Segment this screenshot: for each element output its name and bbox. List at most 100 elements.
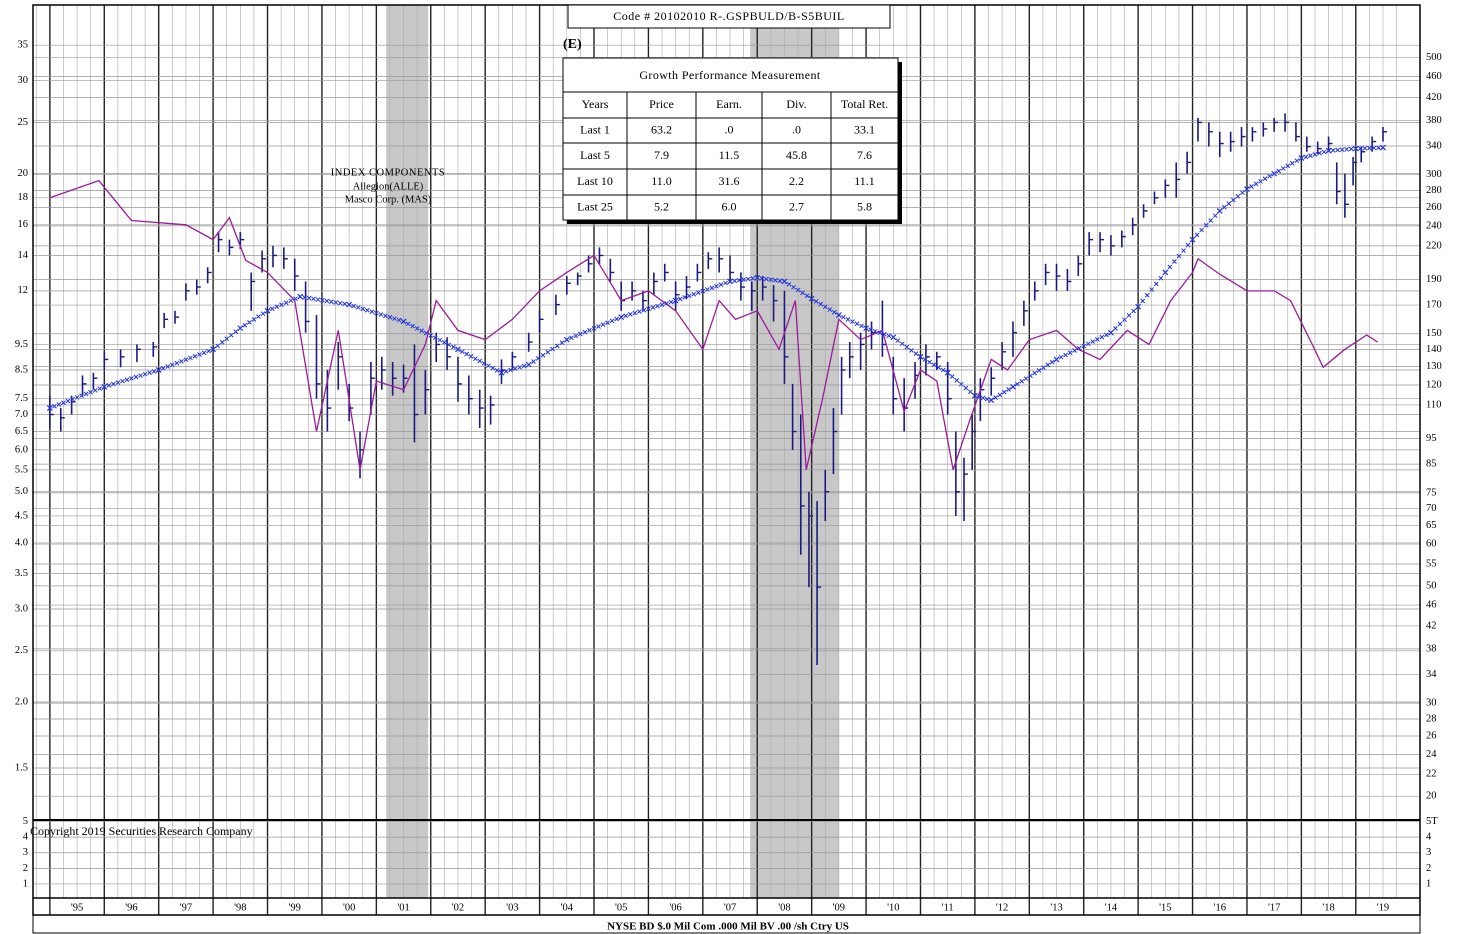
moving-average-trace (1199, 227, 1204, 233)
moving-average-trace (306, 295, 312, 301)
moving-average-trace (872, 328, 878, 334)
x-tick-label: '07 (724, 902, 736, 913)
moving-average-point (1352, 145, 1359, 152)
x-tick-label: '08 (778, 902, 790, 913)
table-cell: 63.2 (651, 122, 672, 136)
moving-average-point (1216, 207, 1223, 214)
moving-average-trace (151, 369, 157, 374)
moving-average-trace (718, 282, 724, 288)
y-tick-label: 25 (18, 117, 29, 128)
table-cell: Last 10 (577, 174, 613, 188)
moving-average-trace (881, 331, 887, 337)
moving-average-trace (1317, 150, 1322, 156)
y2-tick-label: 85 (1426, 459, 1437, 470)
moving-average-point (1189, 236, 1196, 243)
moving-average-trace (1371, 145, 1377, 151)
moving-average-trace (1185, 242, 1191, 248)
moving-average-trace (494, 367, 500, 373)
y2-tick-label: 110 (1426, 399, 1441, 410)
moving-average-point (1162, 269, 1169, 276)
moving-average-trace (311, 296, 316, 302)
y2-tick-label: 460 (1426, 71, 1442, 82)
table-cell: .0 (725, 122, 734, 136)
moving-average-trace (1006, 387, 1011, 392)
x-tick-label: '13 (1050, 902, 1062, 913)
moving-average-trace (605, 320, 610, 326)
y2-tick-label: 220 (1426, 240, 1442, 251)
moving-average-trace (414, 326, 420, 331)
table-cell: 31.6 (719, 174, 740, 188)
lower-y-tick-label: 3 (23, 847, 28, 858)
table-cell: .0 (792, 122, 801, 136)
moving-average-point (754, 274, 761, 281)
table-header: Total Ret. (841, 97, 888, 111)
moving-average-trace (1335, 147, 1341, 153)
moving-average-point (525, 361, 532, 368)
y2-tick-label: 20 (1426, 791, 1437, 802)
moving-average-point (237, 325, 244, 332)
moving-average-point (1135, 303, 1142, 310)
moving-average-trace (791, 284, 796, 290)
moving-average-trace (251, 317, 257, 322)
moving-average-point (835, 312, 842, 318)
moving-average-trace (1045, 362, 1051, 368)
moving-average-trace (165, 364, 171, 369)
y-tick-label: 6.5 (15, 426, 28, 437)
y-tick-label: 5.0 (15, 486, 28, 497)
moving-average-trace (591, 326, 597, 331)
moving-average-trace (446, 342, 452, 348)
moving-average-trace (958, 381, 964, 387)
moving-average-trace (1117, 321, 1123, 327)
moving-average-trace (980, 395, 986, 401)
moving-average-point (1325, 147, 1332, 154)
y-tick-label: 12 (18, 285, 29, 296)
moving-average-point (155, 367, 162, 373)
annotation: INDEX COMPONENTS (331, 167, 445, 178)
moving-average-trace (800, 290, 805, 296)
moving-average-trace (1085, 341, 1091, 347)
moving-average-trace (242, 322, 248, 328)
code-box (567, 4, 891, 29)
x-tick-label: '99 (289, 902, 301, 913)
annotation: Allegion(ALLE) (353, 181, 424, 192)
moving-average-trace (473, 356, 478, 362)
moving-average-trace (1172, 259, 1177, 264)
moving-average-trace (315, 297, 321, 302)
moving-average-trace (1226, 201, 1232, 206)
table-cell: 6.0 (722, 199, 737, 213)
moving-average-trace (1001, 389, 1007, 395)
moving-average-trace (1253, 181, 1259, 187)
moving-average-trace (1348, 146, 1354, 152)
moving-average-trace (233, 329, 239, 335)
moving-average-trace (521, 363, 527, 369)
moving-average-trace (387, 314, 393, 320)
moving-average-trace (1294, 158, 1300, 164)
y2-tick-label: 260 (1426, 202, 1442, 213)
moving-average-trace (976, 394, 982, 400)
moving-average-trace (936, 365, 941, 370)
table-cell: 11.5 (719, 148, 740, 162)
moving-average-trace (405, 321, 411, 327)
x-tick-label: '04 (561, 902, 574, 913)
moving-average-trace (1376, 145, 1381, 151)
moving-average-trace (1140, 298, 1146, 304)
moving-average-trace (909, 347, 914, 353)
moving-average-trace (695, 290, 701, 295)
moving-average-trace (442, 340, 447, 345)
moving-average-trace (97, 386, 103, 391)
x-tick-label: '15 (1159, 902, 1171, 913)
y-tick-label: 1.5 (15, 762, 28, 773)
moving-average-trace (899, 341, 905, 347)
moving-average-trace (464, 351, 470, 357)
moving-average-trace (129, 376, 134, 381)
moving-average-trace (531, 359, 536, 364)
table-cell: 5.8 (857, 199, 872, 213)
moving-average-trace (931, 362, 937, 368)
moving-average-trace (854, 321, 860, 327)
moving-average-trace (573, 333, 579, 339)
estimate-flag: (E) (563, 37, 582, 52)
moving-average-point (808, 295, 815, 302)
moving-average-trace (714, 283, 719, 289)
moving-average-trace (219, 339, 225, 345)
moving-average-point (455, 346, 461, 353)
